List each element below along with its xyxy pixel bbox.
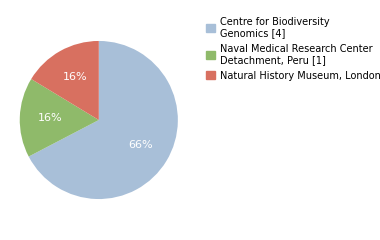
Legend: Centre for Biodiversity
Genomics [4], Naval Medical Research Center
Detachment, : Centre for Biodiversity Genomics [4], Na… [206,17,380,81]
Text: 16%: 16% [38,114,62,123]
Wedge shape [29,41,178,199]
Text: 16%: 16% [62,72,87,82]
Wedge shape [20,79,99,156]
Wedge shape [31,41,99,120]
Text: 66%: 66% [128,140,153,150]
